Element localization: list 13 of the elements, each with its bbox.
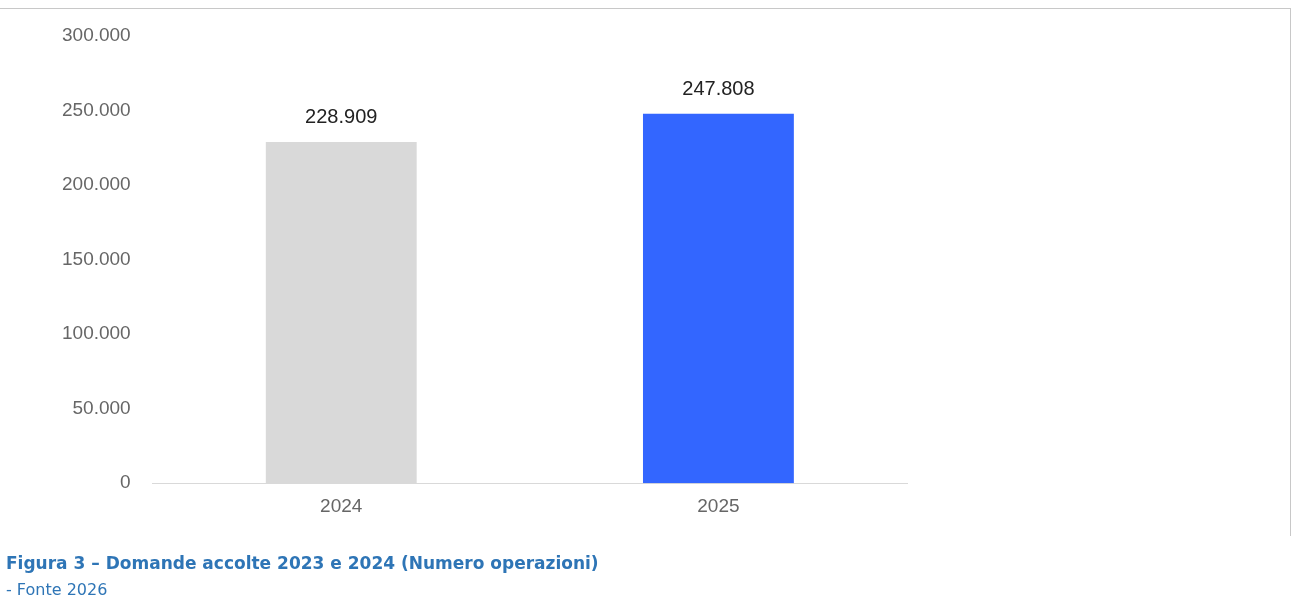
text: - Fonte 2026 [6,580,108,599]
text: Figura 3 – Domande accolte 2023 e 2024 (Numero operazioni) [6,553,599,573]
y-tick-label: 0 [120,471,131,493]
data-label: 228.909 [305,105,378,128]
data-label: 247.808 [682,77,755,100]
y-tick-label: 300.000 [61,24,131,46]
x-tick-label: 2024 [320,494,363,516]
y-tick-label: 150.000 [61,247,131,269]
x-tick-label: 2025 [697,494,740,516]
y-tick-label: 200.000 [61,173,131,195]
y-tick-label: 50.000 [72,396,131,418]
y-tick-label: 250.000 [61,98,131,120]
y-tick-label: 100.000 [61,322,131,344]
